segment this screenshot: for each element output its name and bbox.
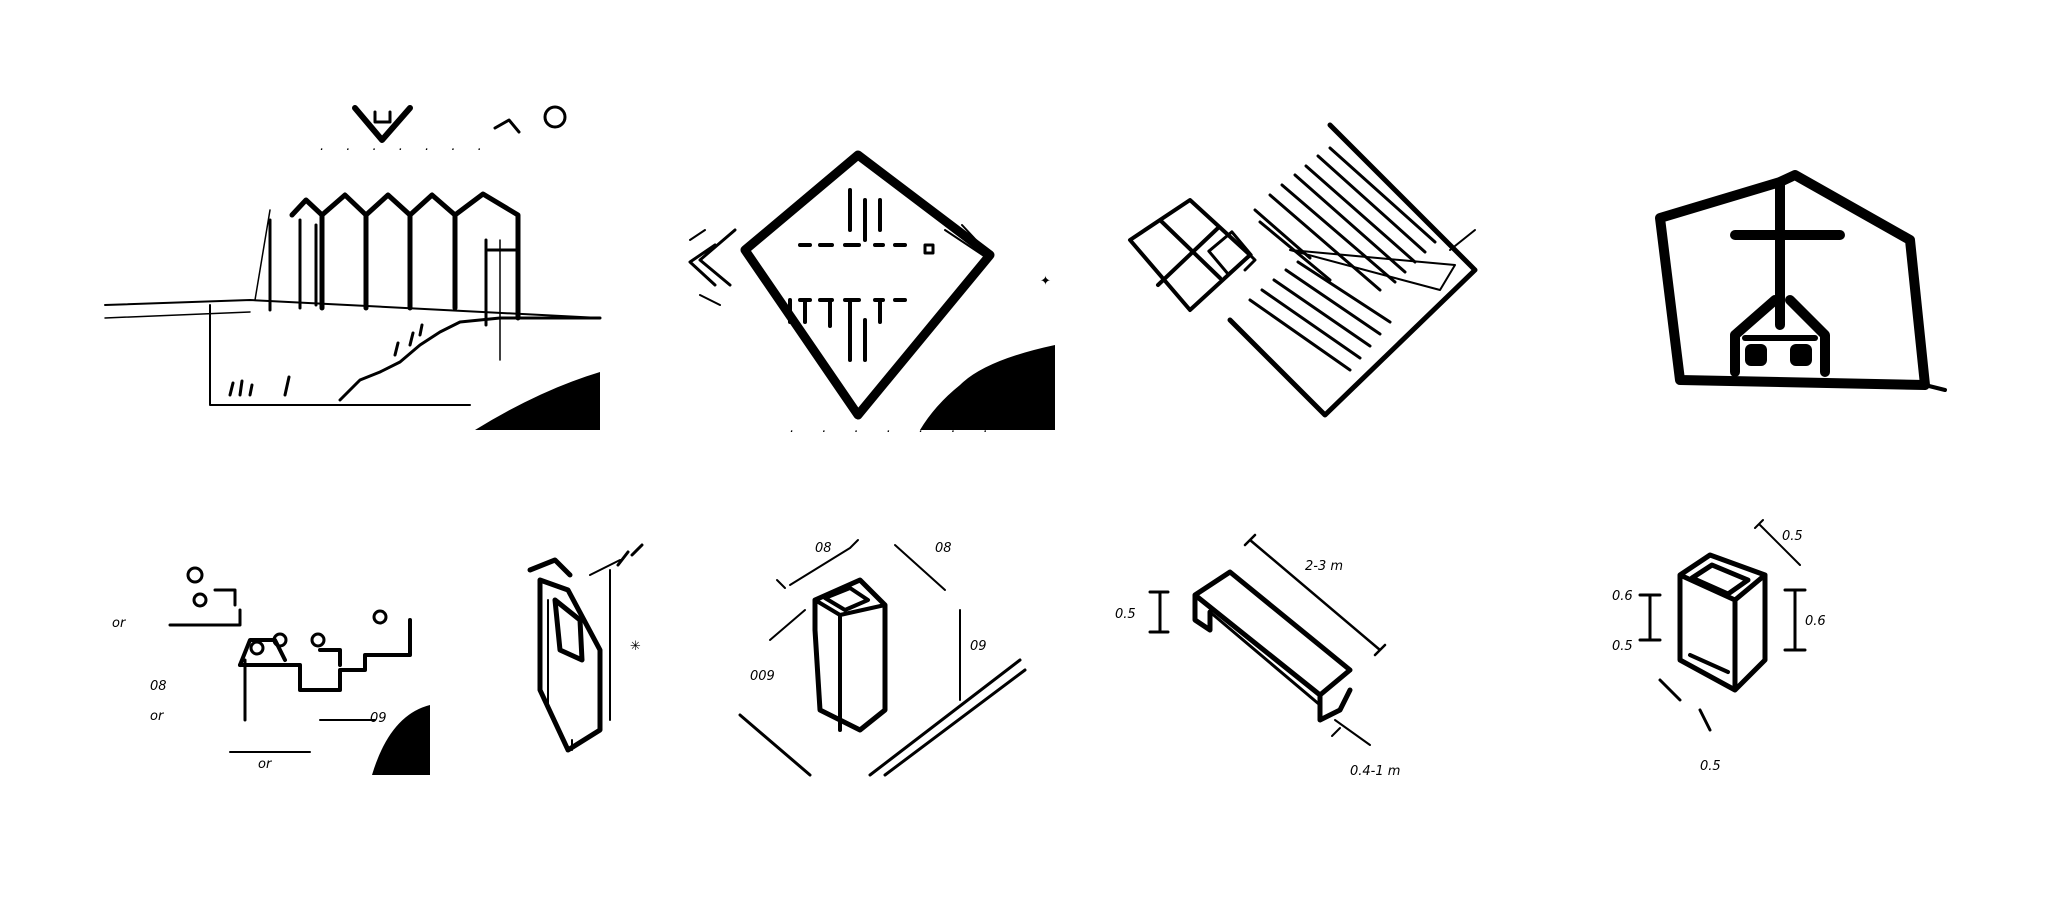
column-label-d: 009 <box>750 669 775 684</box>
bench-body <box>1192 569 1353 723</box>
column-label-b: 08 <box>935 541 952 556</box>
steps-label-d: 09 <box>370 711 387 726</box>
steps-label-a: or <box>112 616 127 631</box>
nave-outline <box>1227 122 1478 418</box>
column-label-a: 08 <box>815 541 832 556</box>
plan-poche <box>920 345 1055 430</box>
diamond-outline <box>740 150 995 420</box>
side-rooms <box>1128 198 1252 312</box>
svg-text:. . . . . . .: . . . . . . . <box>320 139 491 154</box>
steps-poche <box>372 705 430 775</box>
svg-text:. . . . . . .: . . . . . . . <box>790 421 1000 436</box>
cross-icon-sketch <box>1655 170 1947 392</box>
box-column-sketch: 08 08 09 009 <box>738 539 1027 777</box>
north-marker <box>352 105 413 143</box>
font-label-c: 0.6 <box>1805 614 1826 629</box>
seating-steps-sketch: or 08 or 09 or <box>112 566 430 775</box>
seating-plan-sketch <box>1128 122 1478 418</box>
font-label-d: 0.5 <box>1612 639 1633 654</box>
steps-label-b: 08 <box>150 679 167 694</box>
bench-sketch: 2-3 m 0.5 0.4-1 m <box>1115 533 1400 779</box>
column-body <box>812 577 888 733</box>
steps-label-c: or <box>150 709 165 724</box>
font-label-e: 0.5 <box>1700 759 1721 774</box>
light-shaft-sketch: ✳ <box>527 543 644 753</box>
diamond-plan-sketch: ✦ . . . . . . . <box>688 150 1055 436</box>
gable-roofs <box>289 191 521 321</box>
shaft-body <box>537 577 603 753</box>
altar-base <box>1730 295 1830 377</box>
column-label-c: 09 <box>970 639 987 654</box>
steps-label-e: or <box>258 757 273 772</box>
bench-label-a: 2-3 m <box>1305 559 1343 574</box>
section-poche <box>475 372 600 430</box>
bench-label-c: 0.4-1 m <box>1350 764 1400 779</box>
font-label-b: 0.6 <box>1612 589 1633 604</box>
svg-text:✳: ✳ <box>630 639 641 654</box>
font-box-sketch: 0.5 0.6 0.6 0.5 0.5 <box>1612 519 1826 774</box>
section-sketch: . . . . . . . <box>104 105 602 430</box>
svg-text:✦: ✦ <box>1040 274 1051 289</box>
font-label-a: 0.5 <box>1782 529 1803 544</box>
bench-label-b: 0.5 <box>1115 607 1136 622</box>
